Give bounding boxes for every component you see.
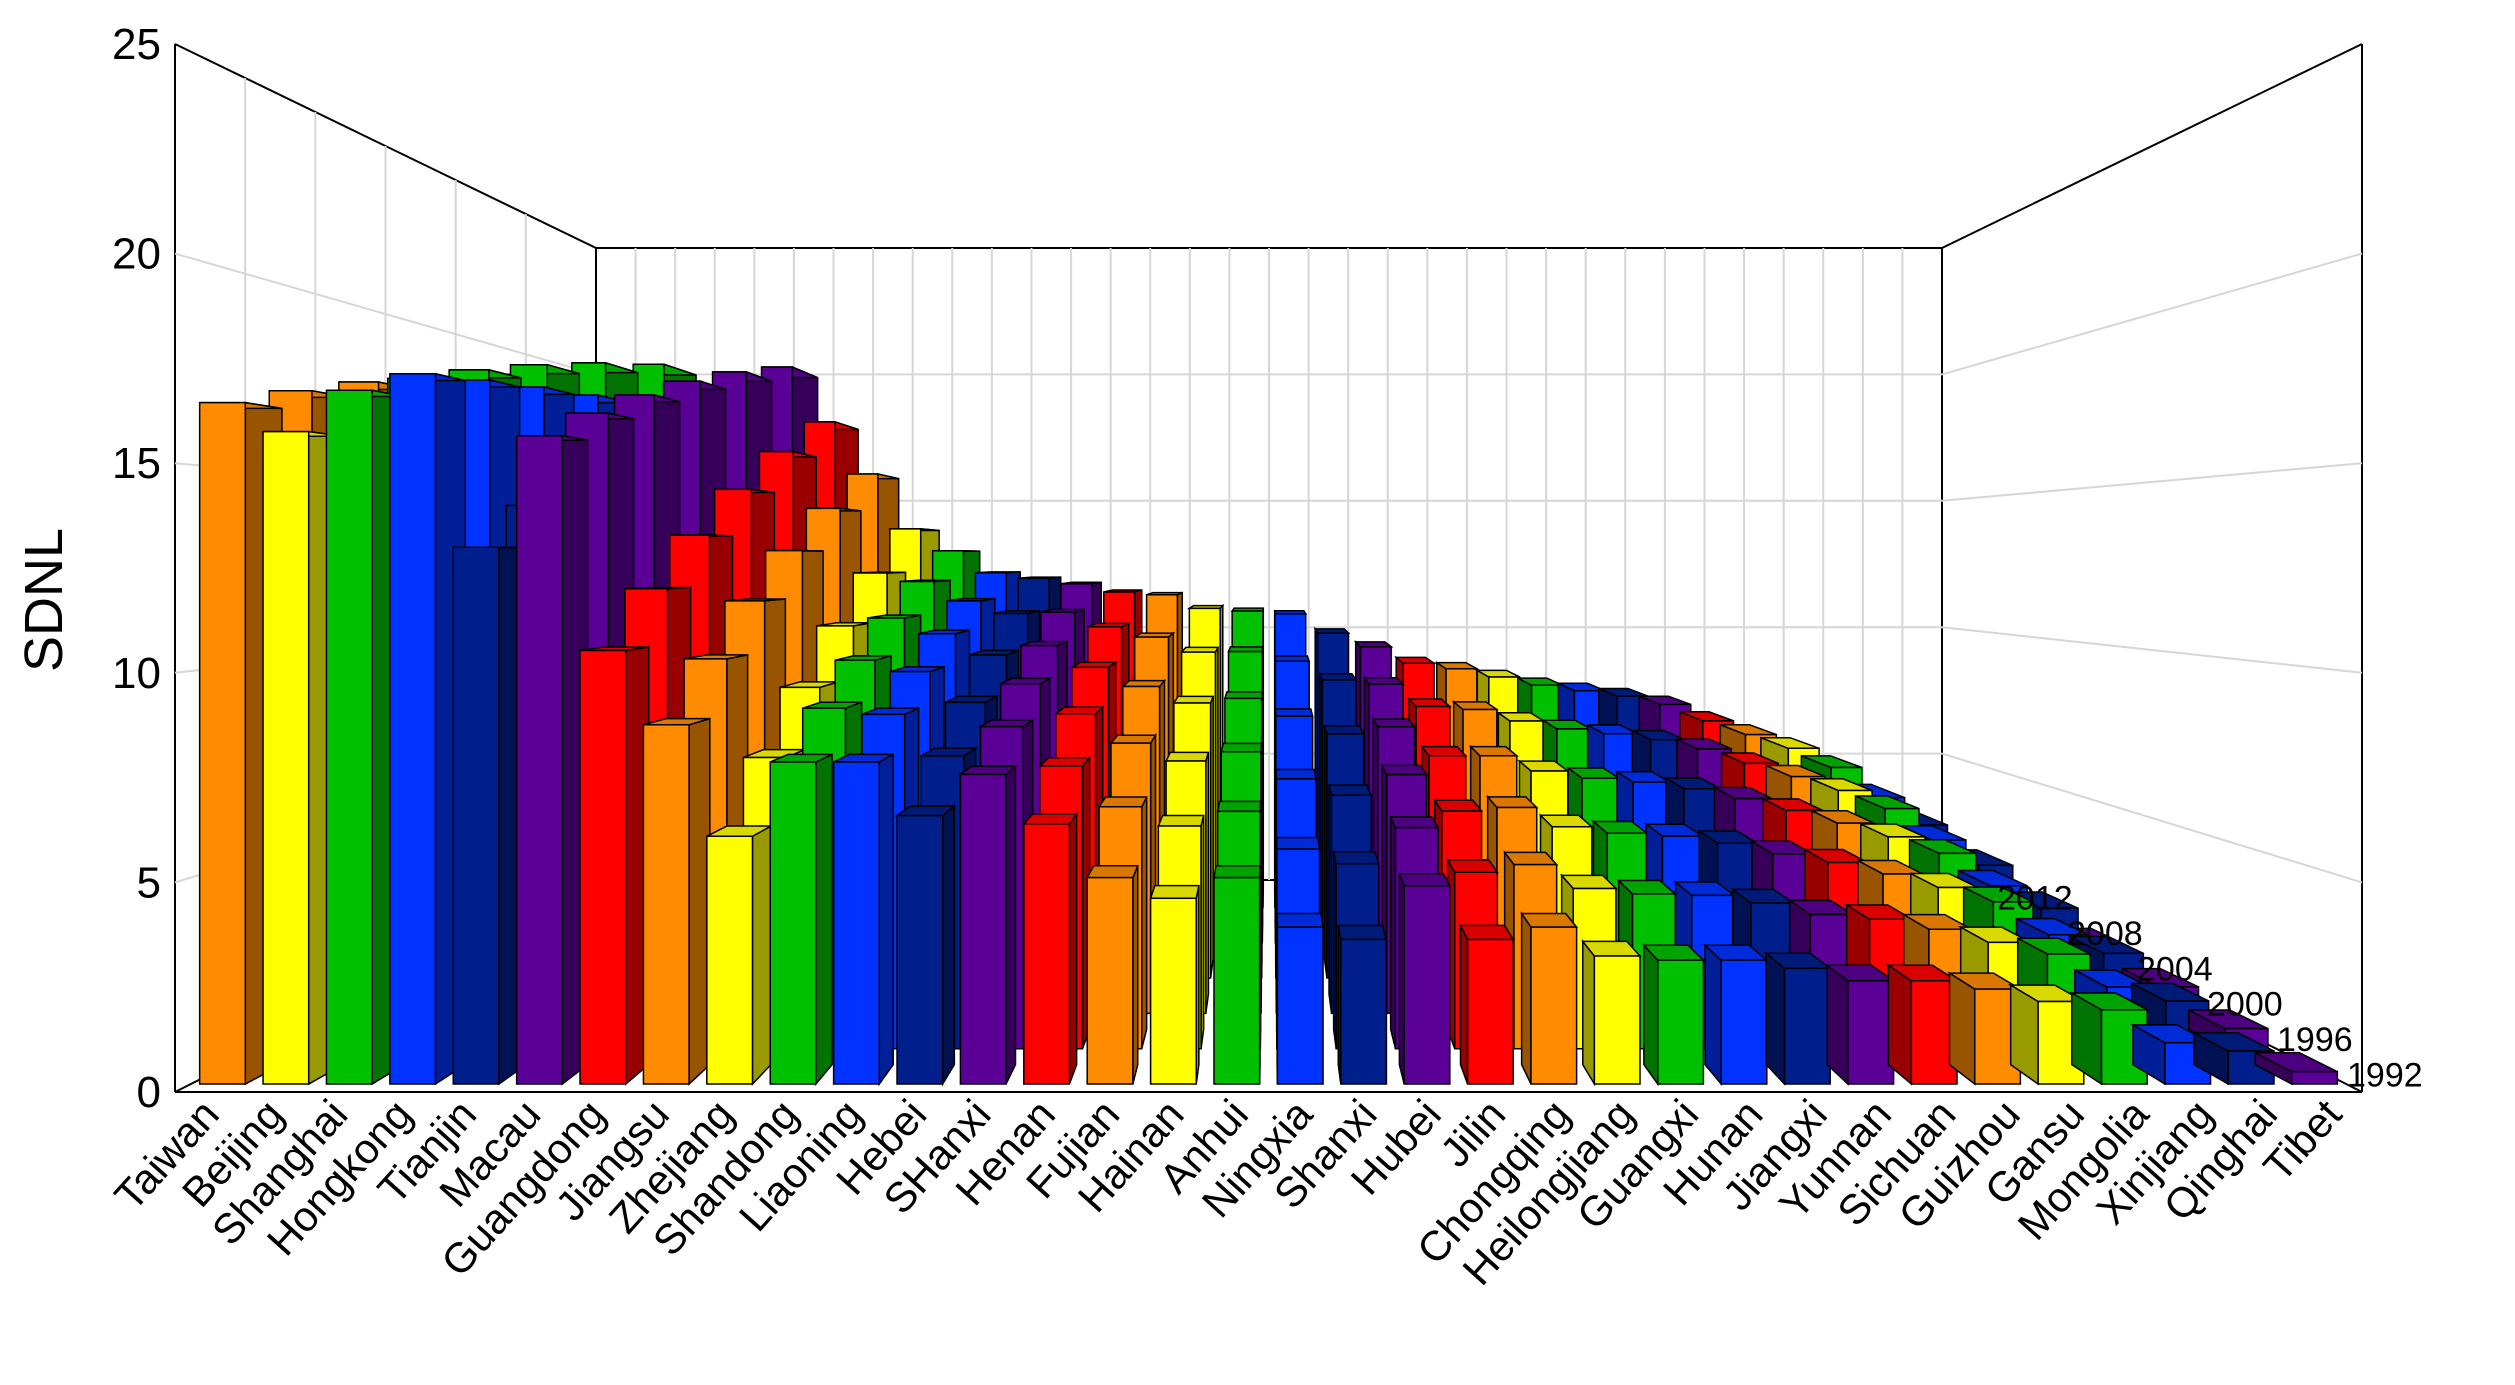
bar — [1950, 973, 2021, 1084]
depth-tick-label: 1996 — [2277, 1021, 2353, 1059]
bar — [1888, 965, 1957, 1084]
bar — [960, 766, 1015, 1084]
bar — [1214, 866, 1260, 1084]
bar — [1766, 953, 1830, 1084]
y-tick-label: 0 — [137, 1068, 161, 1117]
bar — [580, 647, 649, 1084]
depth-tick-label: 2012 — [1997, 880, 2073, 918]
bar — [453, 547, 526, 1084]
y-tick-label: 20 — [112, 230, 161, 279]
x-axis: TaiwanBeijingShanghaiHongkongTianjinMaca… — [105, 1090, 2350, 1294]
bar — [1024, 814, 1077, 1084]
bar — [770, 754, 832, 1084]
y-tick-label: 10 — [112, 649, 161, 698]
bar — [1277, 913, 1323, 1084]
bar — [707, 826, 771, 1084]
bar — [643, 719, 709, 1084]
bar — [1338, 925, 1386, 1084]
bar — [1461, 925, 1514, 1084]
y-tick-label: 25 — [112, 20, 161, 69]
bar — [1583, 941, 1640, 1084]
bar — [834, 754, 894, 1084]
depth-tick-label: 1992 — [2347, 1056, 2423, 1094]
bar — [1827, 965, 1893, 1084]
y-axis-label: SDNL — [14, 528, 74, 672]
y-tick-label: 5 — [137, 858, 161, 907]
bar — [1399, 874, 1449, 1084]
bar — [1705, 945, 1767, 1084]
bar — [1644, 945, 1704, 1084]
depth-tick-label: 2000 — [2207, 986, 2283, 1024]
depth-tick-label: 2004 — [2137, 950, 2213, 988]
bar — [517, 436, 588, 1084]
bar — [1522, 913, 1577, 1084]
bar — [1087, 866, 1138, 1084]
y-axis: 0 5 10 15 20 25 — [112, 20, 161, 1117]
bar — [897, 806, 954, 1084]
y-tick-label: 15 — [112, 439, 161, 488]
bar — [1151, 886, 1199, 1084]
depth-tick-label: 2008 — [2067, 915, 2143, 953]
